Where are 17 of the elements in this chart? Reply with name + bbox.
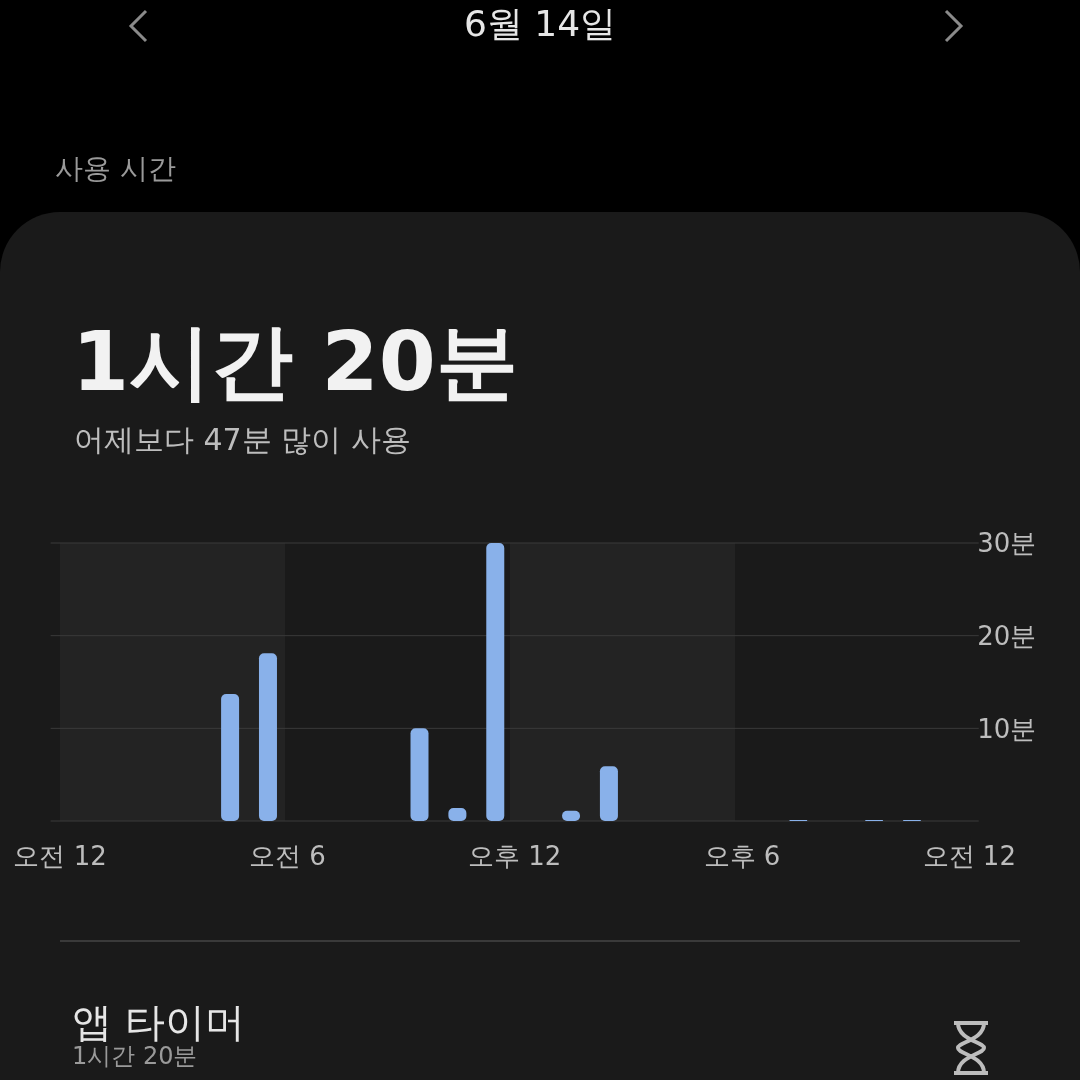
bar xyxy=(486,543,505,821)
text: 사용 시간 xyxy=(55,151,176,187)
y-tick-label: 20분 xyxy=(977,620,1037,651)
x-tick-label: 오전 12 xyxy=(13,841,107,872)
x-tick-label: 오후 12 xyxy=(468,841,562,872)
x-tick-label: 오전 6 xyxy=(248,841,326,872)
x-tick-label: 오후 6 xyxy=(703,841,781,872)
bar xyxy=(410,728,429,821)
x-tick-label: 오전 12 xyxy=(922,841,1016,872)
text: 6월 14일 xyxy=(462,2,618,46)
chart-subtitle: 어제보다 47분 많이 사용 xyxy=(74,421,411,459)
bar xyxy=(258,653,277,821)
bar xyxy=(599,766,618,821)
chart-title: 1시간 20분 xyxy=(72,313,518,411)
y-tick-label: 30분 xyxy=(977,528,1037,559)
bar xyxy=(221,694,240,821)
y-tick-label: 10분 xyxy=(977,713,1037,744)
